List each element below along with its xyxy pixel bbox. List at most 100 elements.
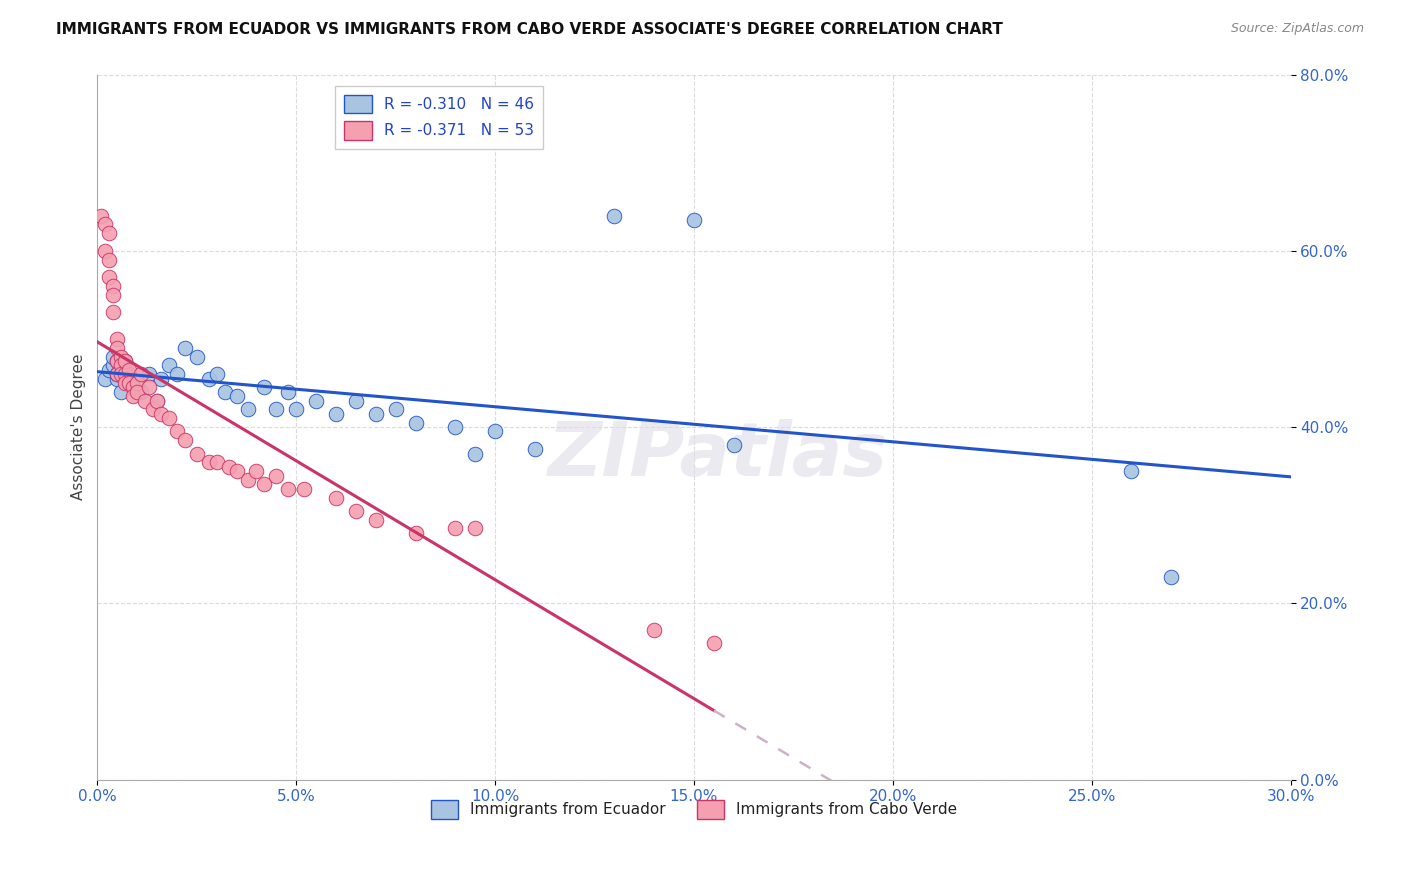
Point: [405, 525, 427, 540]
Y-axis label: Associate's Degree: Associate's Degree: [72, 354, 86, 500]
Text: Source: ZipAtlas.com: Source: ZipAtlas.com: [1230, 22, 1364, 36]
Point: [118, 367, 141, 381]
Point: [142, 402, 165, 417]
Point: [129, 384, 152, 399]
Point: [186, 446, 208, 460]
Point: [292, 482, 315, 496]
Point: [225, 389, 247, 403]
Point: [105, 341, 128, 355]
Point: [157, 411, 180, 425]
Point: [266, 402, 288, 417]
Point: [1121, 464, 1143, 478]
Point: [166, 425, 188, 439]
Point: [103, 288, 125, 302]
Point: [253, 477, 276, 491]
Point: [105, 354, 128, 368]
Point: [266, 468, 288, 483]
Point: [118, 376, 141, 390]
Point: [105, 354, 128, 368]
Point: [157, 359, 180, 373]
Point: [150, 407, 173, 421]
Point: [305, 393, 328, 408]
Point: [114, 354, 136, 368]
Point: [105, 367, 128, 381]
Point: [103, 279, 125, 293]
Point: [110, 350, 132, 364]
Text: ZIPatlas: ZIPatlas: [548, 418, 887, 491]
Point: [444, 521, 467, 535]
Point: [103, 350, 125, 364]
Point: [94, 371, 117, 385]
Point: [127, 384, 149, 399]
Point: [122, 389, 145, 403]
Point: [166, 367, 188, 381]
Point: [122, 380, 145, 394]
Point: [146, 393, 169, 408]
Point: [186, 350, 208, 364]
Point: [225, 464, 247, 478]
Point: [127, 376, 149, 390]
Point: [214, 384, 236, 399]
Point: [603, 209, 626, 223]
Point: [344, 504, 367, 518]
Point: [114, 354, 136, 368]
Point: [98, 252, 121, 267]
Point: [405, 416, 427, 430]
Point: [523, 442, 546, 456]
Point: [98, 363, 121, 377]
Point: [464, 521, 486, 535]
Point: [173, 341, 195, 355]
Point: [464, 446, 486, 460]
Point: [238, 402, 260, 417]
Point: [277, 482, 299, 496]
Point: [103, 359, 125, 373]
Point: [197, 455, 219, 469]
Point: [325, 407, 347, 421]
Point: [344, 393, 367, 408]
Point: [90, 209, 112, 223]
Point: [197, 371, 219, 385]
Point: [703, 636, 725, 650]
Point: [105, 332, 128, 346]
Point: [114, 371, 136, 385]
Point: [150, 371, 173, 385]
Point: [146, 393, 169, 408]
Point: [238, 473, 260, 487]
Point: [364, 513, 387, 527]
Point: [643, 623, 665, 637]
Point: [105, 371, 128, 385]
Point: [110, 363, 132, 377]
Point: [325, 491, 347, 505]
Point: [94, 244, 117, 258]
Point: [129, 367, 152, 381]
Point: [110, 384, 132, 399]
Point: [245, 464, 267, 478]
Point: [253, 380, 276, 394]
Point: [205, 367, 228, 381]
Point: [103, 305, 125, 319]
Point: [105, 367, 128, 381]
Point: [683, 213, 706, 227]
Point: [127, 376, 149, 390]
Point: [134, 393, 156, 408]
Point: [277, 384, 299, 399]
Point: [118, 363, 141, 377]
Text: IMMIGRANTS FROM ECUADOR VS IMMIGRANTS FROM CABO VERDE ASSOCIATE'S DEGREE CORRELA: IMMIGRANTS FROM ECUADOR VS IMMIGRANTS FR…: [56, 22, 1002, 37]
Point: [364, 407, 387, 421]
Point: [94, 218, 117, 232]
Legend: Immigrants from Ecuador, Immigrants from Cabo Verde: Immigrants from Ecuador, Immigrants from…: [425, 794, 963, 825]
Point: [285, 402, 308, 417]
Point: [138, 367, 160, 381]
Point: [384, 402, 406, 417]
Point: [110, 359, 132, 373]
Point: [122, 380, 145, 394]
Point: [114, 367, 136, 381]
Point: [110, 367, 132, 381]
Point: [138, 380, 160, 394]
Point: [205, 455, 228, 469]
Point: [98, 226, 121, 240]
Point: [444, 420, 467, 434]
Point: [218, 459, 240, 474]
Point: [98, 270, 121, 285]
Point: [173, 434, 195, 448]
